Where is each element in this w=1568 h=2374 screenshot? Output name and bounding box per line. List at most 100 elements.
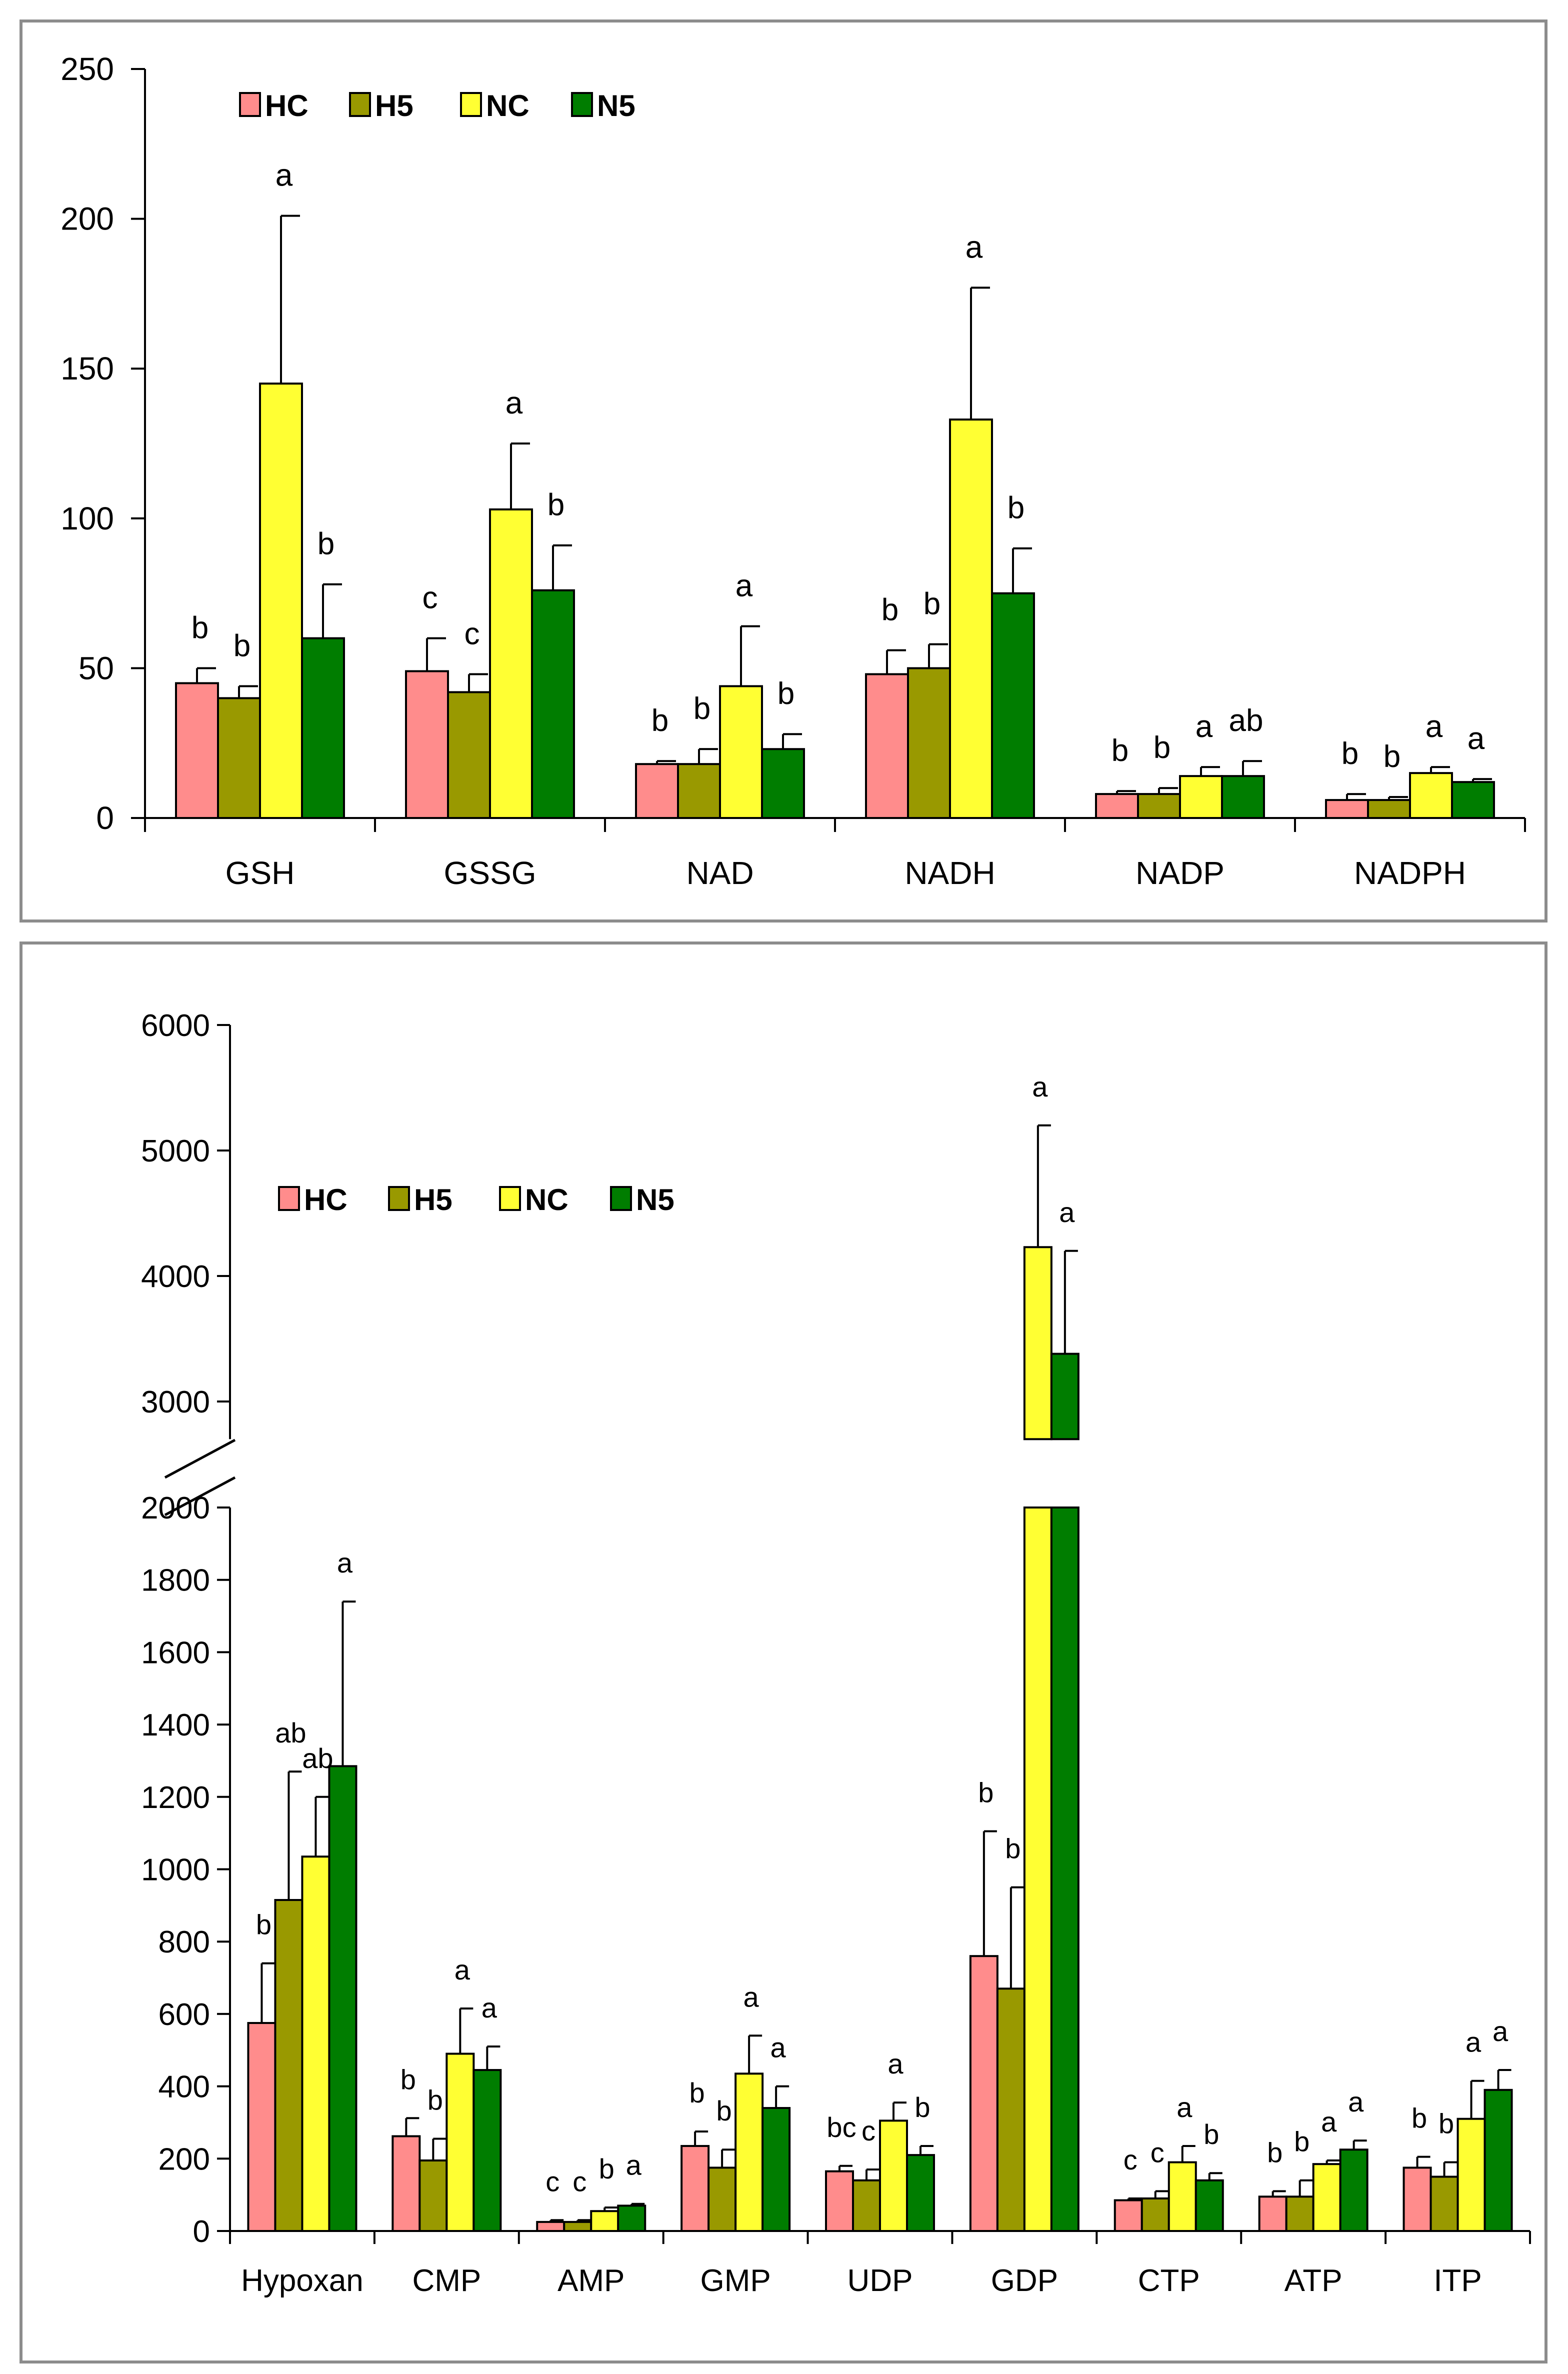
bar	[879, 2120, 908, 2232]
significance-label: b	[192, 610, 208, 645]
y-tick-label: 400	[158, 2070, 210, 2104]
significance-label: b	[318, 527, 334, 562]
x-tick-label: GMP	[700, 2264, 770, 2298]
bar	[762, 2107, 791, 2232]
significance-label: b	[914, 2092, 930, 2123]
y-tick-label: 0	[193, 2214, 210, 2249]
bar	[472, 2069, 502, 2232]
bar	[1140, 2197, 1170, 2232]
bar	[907, 667, 951, 820]
significance-label: c	[572, 2166, 586, 2197]
bar	[991, 592, 1035, 819]
bar	[719, 685, 763, 820]
bar	[1023, 1506, 1052, 2232]
significance-label: a	[1059, 1196, 1075, 1228]
x-tick-label: CMP	[412, 2264, 481, 2298]
significance-label: a	[744, 1981, 760, 2012]
significance-label: a	[337, 1547, 353, 1578]
significance-label: ab	[275, 1717, 306, 1748]
y-tick-label: 1600	[141, 1636, 210, 1670]
legend-swatch	[349, 92, 371, 117]
significance-label: a	[1321, 2106, 1337, 2138]
significance-label: b	[548, 488, 564, 522]
significance-label: b	[694, 692, 710, 726]
bar	[680, 2144, 710, 2232]
bar	[1194, 2179, 1224, 2232]
bar	[1367, 799, 1411, 819]
bar	[489, 508, 533, 819]
bar	[418, 2159, 448, 2232]
significance-label: b	[1204, 2118, 1219, 2150]
significance-label: b	[1154, 730, 1170, 765]
significance-label: c	[464, 616, 480, 651]
axis-break-mark	[164, 1476, 236, 1516]
bar	[734, 2072, 764, 2232]
legend-label: HC	[304, 1183, 348, 1216]
bar	[1095, 793, 1139, 819]
significance-label: a	[276, 158, 293, 193]
significance-label: a	[1466, 2026, 1482, 2058]
significance-label: c	[1150, 2136, 1164, 2168]
chart-redox-metabolites: 0 50 100 150 200 250 GSH GSSG NAD NADH NADP NADPH b c…	[20, 20, 1548, 922]
legend-swatch	[571, 92, 593, 117]
legend-label: NC	[525, 1183, 568, 1216]
significance-label: a	[1032, 1071, 1048, 1102]
y-tick-label: 200	[158, 2142, 210, 2176]
significance-label: b	[1267, 2136, 1282, 2168]
significance-label: a	[966, 230, 983, 264]
bar	[247, 2022, 276, 2232]
y-tick-label: 6000	[141, 1008, 210, 1043]
y-tick-label: 1400	[141, 1708, 210, 1742]
legend-label: NC	[486, 89, 530, 122]
significance-label: c	[862, 2115, 876, 2146]
x-tick-label: ITP	[1434, 2264, 1482, 2298]
significance-label: ab	[302, 1742, 333, 1774]
x-tick-label: NADP	[1136, 855, 1224, 891]
significance-label: a	[770, 2032, 786, 2064]
bar	[1451, 781, 1495, 819]
y-tick-label: 100	[60, 500, 114, 536]
significance-label: a	[888, 2048, 904, 2080]
y-tick-label: 250	[60, 51, 114, 87]
bar	[1137, 793, 1181, 819]
bar	[1168, 2161, 1197, 2232]
x-tick-label: NADH	[904, 855, 995, 891]
y-tick-label: 150	[60, 350, 114, 386]
significance-label: b	[652, 704, 668, 738]
significance-label: bc	[826, 2112, 856, 2143]
axis-break-mark	[164, 1438, 236, 1479]
bar	[1221, 775, 1265, 820]
bar	[328, 1765, 358, 2232]
bar	[301, 637, 345, 819]
x-tick-label: Hypoxan	[241, 2264, 364, 2298]
significance-label: b	[882, 592, 898, 627]
bar	[1114, 2199, 1143, 2232]
bar	[1402, 2166, 1432, 2232]
bar	[1409, 772, 1453, 819]
significance-label: a	[506, 386, 523, 420]
bar-upper	[1050, 1352, 1080, 1440]
significance-label: b	[778, 676, 794, 711]
significance-label: b	[1008, 491, 1024, 526]
significance-label: c	[1124, 2144, 1138, 2176]
bar	[1325, 799, 1369, 819]
bar	[865, 673, 909, 820]
bar	[259, 382, 303, 819]
legend-swatch	[388, 1186, 410, 1211]
bar	[996, 1988, 1026, 2232]
bar	[969, 1955, 998, 2232]
x-tick-label: CTP	[1138, 2264, 1200, 2298]
significance-label: a	[1492, 2016, 1508, 2047]
bar	[1456, 2118, 1486, 2232]
significance-label: a	[626, 2150, 642, 2181]
y-tick-label: 600	[158, 1998, 210, 2032]
legend-label: HC	[265, 89, 308, 122]
y-tick-label: 3000	[141, 1385, 210, 1420]
significance-label: b	[1342, 736, 1358, 771]
bar	[1285, 2196, 1314, 2232]
bar	[1179, 775, 1223, 820]
bar	[446, 2052, 475, 2232]
bar	[447, 691, 491, 820]
significance-label: a	[1468, 722, 1485, 756]
